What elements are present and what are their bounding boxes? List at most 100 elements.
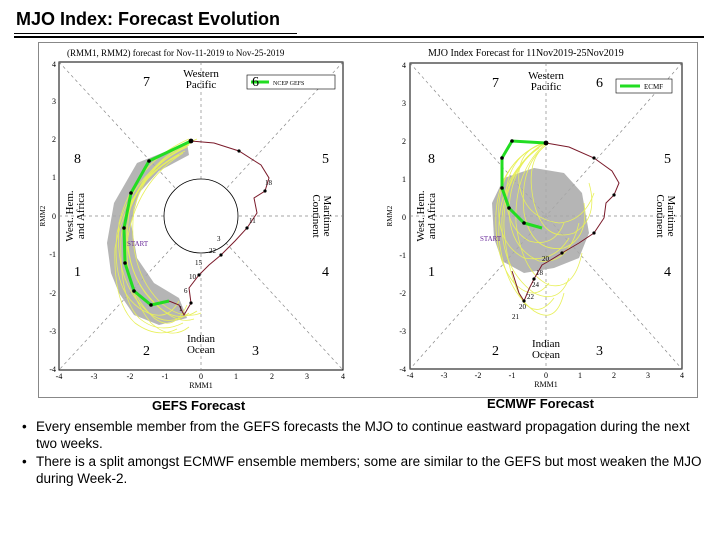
svg-text:-1: -1: [399, 251, 406, 260]
forecast-figure: (RMM1, RMM2) forecast for Nov-11-2019 to…: [38, 42, 698, 398]
ecmwf-day-label: 18: [536, 269, 544, 277]
gefs-day-label: 10: [189, 273, 197, 281]
gefs-phase-diagram: (RMM1, RMM2) forecast for Nov-11-2019 to…: [39, 48, 345, 390]
svg-text:-3: -3: [91, 372, 98, 381]
svg-text:4: 4: [402, 61, 406, 70]
gefs-region-right: Continent: [310, 194, 322, 237]
svg-text:2: 2: [402, 137, 406, 146]
ecmwf-region-right: Continent: [654, 194, 666, 237]
ecmwf-caption: ECMWF Forecast: [487, 396, 594, 411]
ecmwf-day-label: 21: [512, 313, 520, 321]
gefs-spread: [107, 143, 189, 325]
svg-text:0: 0: [402, 213, 406, 222]
svg-text:-4: -4: [56, 372, 63, 381]
svg-text:-2: -2: [127, 372, 134, 381]
svg-text:0: 0: [52, 212, 56, 221]
ecmwf-region-left: West. Hem.: [415, 190, 427, 242]
svg-text:1: 1: [234, 372, 238, 381]
gefs-mean-markers: [122, 159, 153, 307]
bullet-text: Every ensemble member from the GEFS fore…: [36, 419, 690, 451]
gefs-start-label: START: [127, 240, 149, 248]
ecmwf-day-label: 20: [542, 255, 550, 263]
svg-text:-4: -4: [399, 365, 406, 374]
ecmwf-xlabel: RMM1: [534, 380, 558, 389]
ecmwf-ylabel: RMM2: [386, 205, 394, 226]
gefs-day-label: 15: [195, 259, 203, 267]
gefs-region-top: Western: [183, 68, 219, 80]
ecmwf-phase-number: 8: [428, 152, 435, 167]
gefs-unit-circle: [163, 178, 239, 254]
ecmwf-legend: [615, 78, 673, 94]
gefs-x-ticks: -4 -3 -2 -1 0 1 2 3 4: [56, 372, 345, 381]
svg-text:-1: -1: [49, 250, 56, 259]
gefs-legend: [246, 74, 336, 90]
svg-text:-2: -2: [475, 371, 482, 380]
gefs-region-left: West. Hem.: [64, 190, 76, 242]
ecmwf-header: MJO Index Forecast for 11Nov2019-25Nov20…: [428, 48, 624, 59]
ecmwf-region-top: Western: [528, 70, 564, 82]
gefs-phase-number: 8: [74, 152, 81, 167]
gefs-day-label: 1: [179, 305, 183, 313]
svg-text:-4: -4: [407, 371, 414, 380]
ecmwf-region-top: Pacific: [531, 81, 562, 93]
gefs-phase-number: 6: [252, 75, 259, 90]
ecmwf-x-ticks: -4 -3 -2 -1 0 1 2 3 4: [407, 371, 684, 380]
gefs-ylabel: RMM2: [39, 205, 47, 226]
bullet-symbol: •: [22, 419, 27, 434]
gefs-observed-path: [168, 140, 270, 317]
ecmwf-phase-number: 2: [492, 344, 499, 359]
ecmwf-phase-number: 5: [664, 152, 671, 167]
bullet-symbol: •: [22, 454, 27, 469]
ecmwf-observed-path: [511, 142, 620, 303]
svg-text:-3: -3: [399, 327, 406, 336]
svg-text:3: 3: [646, 371, 650, 380]
gefs-phase-number: 7: [143, 75, 150, 90]
title-rule: [14, 36, 704, 38]
svg-text:4: 4: [341, 372, 345, 381]
gefs-header: (RMM1, RMM2) forecast for Nov-11-2019 to…: [67, 48, 285, 58]
ecmwf-legend-label: ECMF: [644, 83, 663, 91]
gefs-y-ticks: 4 3 2 1 0 -1 -2 -3 -4: [49, 60, 56, 374]
svg-text:-4: -4: [49, 365, 56, 374]
svg-text:4: 4: [52, 60, 56, 69]
svg-text:-2: -2: [399, 289, 406, 298]
ecmwf-day-label: 24: [532, 281, 540, 289]
gefs-phase-number: 5: [322, 152, 329, 167]
gefs-region-right: Maritime: [321, 196, 333, 237]
gefs-day-label: 22: [209, 247, 217, 255]
gefs-phase-number: 3: [252, 344, 259, 359]
ecmwf-observed-markers: [522, 140, 616, 303]
gefs-region-left: and Africa: [75, 193, 87, 239]
bullet-list: • Every ensemble member from the GEFS fo…: [22, 418, 702, 488]
ecmwf-start-label: START: [480, 235, 502, 243]
ecmwf-region-left: and Africa: [426, 193, 438, 239]
ecmwf-day-label: 20: [519, 303, 527, 311]
gefs-region-bottom: Indian: [187, 333, 216, 345]
gefs-caption: GEFS Forecast: [152, 398, 246, 413]
gefs-day-label: 11: [249, 217, 256, 225]
bullet-item: • There is a split amongst ECMWF ensembl…: [22, 453, 702, 487]
ecmwf-day-label: 22: [527, 293, 535, 301]
gefs-ensemble-mean: [122, 139, 192, 307]
ecmwf-phase-number: 3: [596, 344, 603, 359]
gefs-phase-number: 2: [143, 344, 150, 359]
svg-text:-1: -1: [162, 372, 169, 381]
svg-text:2: 2: [52, 135, 56, 144]
ecmwf-phase-diagram: MJO Index Forecast for 11Nov2019-25Nov20…: [386, 48, 684, 389]
gefs-region-top: Pacific: [186, 79, 217, 91]
gefs-region-bottom: Ocean: [187, 344, 216, 356]
svg-text:0: 0: [199, 372, 203, 381]
ecmwf-region-bottom: Indian: [532, 338, 561, 350]
svg-text:4: 4: [680, 371, 684, 380]
gefs-xlabel: RMM1: [189, 381, 213, 390]
ecmwf-y-ticks: 4 3 2 1 0 -1 -2 -3 -4: [399, 61, 406, 374]
gefs-phase-number: 4: [322, 265, 329, 280]
bullet-item: • Every ensemble member from the GEFS fo…: [22, 418, 702, 452]
title-underline: [14, 33, 297, 34]
svg-text:-3: -3: [49, 327, 56, 336]
gefs-day-label: 18: [265, 179, 273, 187]
svg-text:1: 1: [578, 371, 582, 380]
svg-text:-2: -2: [49, 289, 56, 298]
gefs-day-label: 3: [217, 235, 221, 243]
svg-text:-1: -1: [509, 371, 516, 380]
